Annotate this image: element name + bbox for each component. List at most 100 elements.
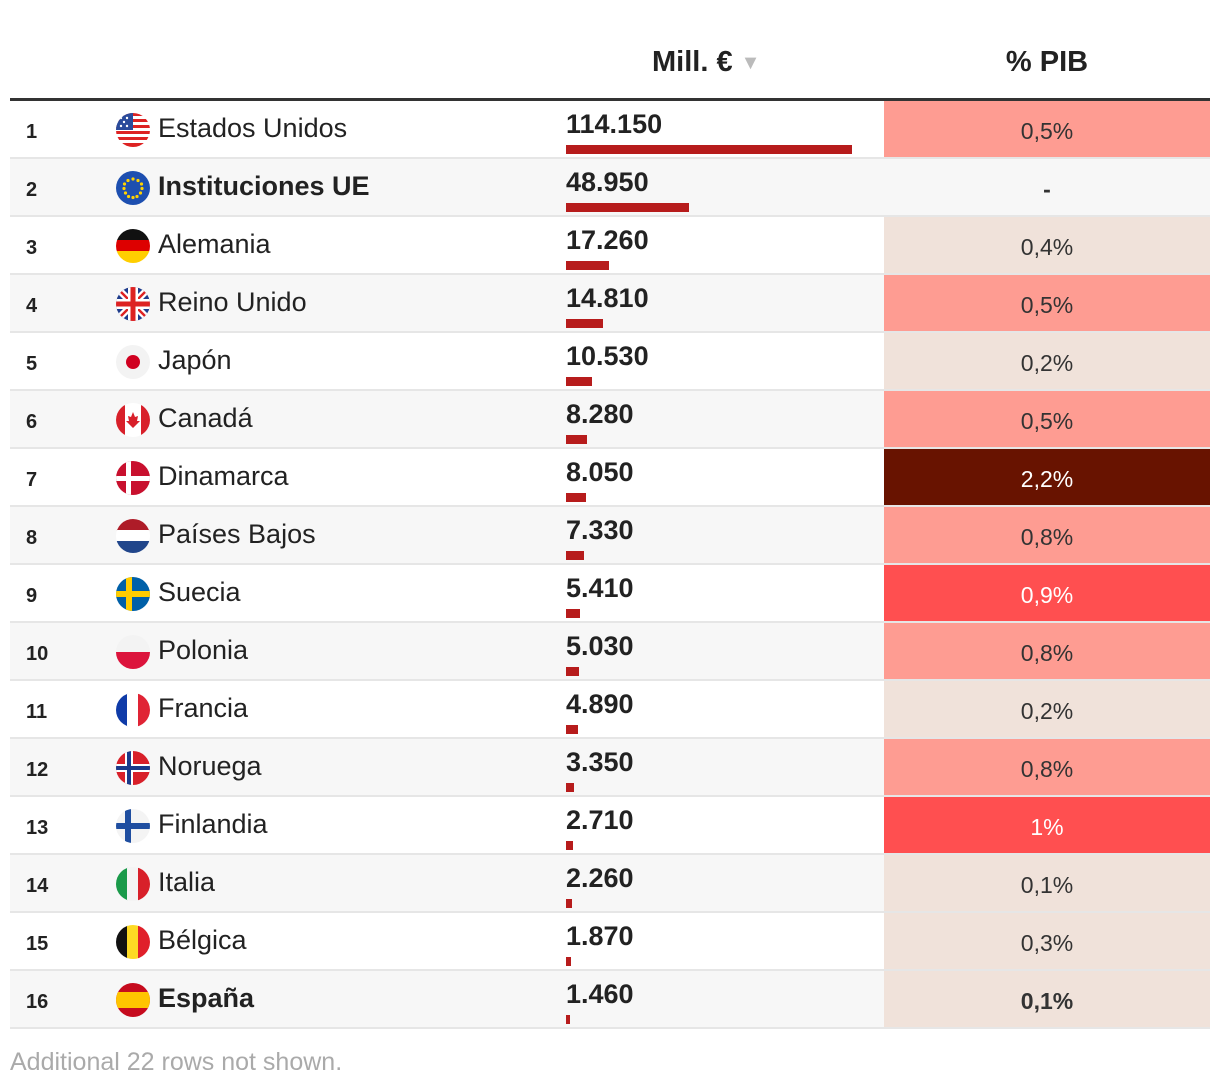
table-row: 14 Italia 2.260 0,1% <box>10 855 1210 913</box>
table-row: 11 Francia 4.890 0,2% <box>10 681 1210 739</box>
table-row: 9 Suecia 5.410 0,9% <box>10 565 1210 623</box>
de-flag-icon <box>116 229 150 263</box>
value-column-header[interactable]: Mill. € ▼ <box>652 46 760 79</box>
rank-label: 8 <box>26 527 38 549</box>
country-name: Canadá <box>158 403 253 433</box>
table-row: 2 Instituciones UE 48.950 - <box>10 159 1210 217</box>
gdp-cell: 0,8% <box>884 623 1210 679</box>
value-label: 1.460 <box>566 979 634 1009</box>
table-row: 16 España 1.460 0,1% <box>10 971 1210 1029</box>
rank-label: 15 <box>26 933 49 955</box>
country-name: Países Bajos <box>158 519 316 549</box>
fr-flag-icon <box>116 693 150 727</box>
country-name: Francia <box>158 693 249 723</box>
rank-label: 14 <box>26 875 49 897</box>
table-row: 15 Bélgica 1.870 0,3% <box>10 913 1210 971</box>
se-flag-icon <box>116 577 150 611</box>
table-row: 12 Noruega 3.350 0,8% <box>10 739 1210 797</box>
rank-label: 10 <box>26 643 49 665</box>
gdp-cell: 0,8% <box>884 507 1210 563</box>
value-bar <box>566 145 852 154</box>
value-label: 14.810 <box>566 283 649 313</box>
gdp-cell: 0,5% <box>884 101 1210 157</box>
table-row: 1 Estados Unidos 114.150 0,5% <box>10 101 1210 159</box>
value-bar <box>566 261 609 270</box>
value-label: 8.050 <box>566 457 634 487</box>
dk-flag-icon <box>116 461 150 495</box>
data-table: Mill. € ▼ % PIB 1 Estados Unidos 114.150 0,5… <box>10 30 1210 1029</box>
country-name: Bélgica <box>158 925 247 955</box>
sort-desc-icon[interactable]: ▼ <box>740 52 761 74</box>
eu-flag-icon <box>116 171 150 205</box>
rank-label: 5 <box>26 353 38 375</box>
value-bar <box>566 957 571 966</box>
country-name: Suecia <box>158 577 241 607</box>
value-label: 17.260 <box>566 225 649 255</box>
country-name: Dinamarca <box>158 461 289 491</box>
rows-not-shown-note: Additional 22 rows not shown. <box>10 1048 343 1076</box>
rank-label: 9 <box>26 585 38 607</box>
table-row: 8 Países Bajos 7.330 0,8% <box>10 507 1210 565</box>
value-label: 3.350 <box>566 747 634 777</box>
table-header: Mill. € ▼ % PIB <box>10 30 1210 101</box>
value-label: 2.260 <box>566 863 634 893</box>
rank-label: 16 <box>26 991 49 1013</box>
gdp-cell: 0,3% <box>884 913 1210 969</box>
gdp-cell: - <box>1043 176 1051 202</box>
value-bar <box>566 609 580 618</box>
gdp-cell: 0,1% <box>884 855 1210 911</box>
value-bar <box>566 841 573 850</box>
nl-flag-icon <box>116 519 150 553</box>
country-name: Polonia <box>158 635 249 665</box>
table-row: 10 Polonia 5.030 0,8% <box>10 623 1210 681</box>
table-row: 6 Canadá 8.280 0,5% <box>10 391 1210 449</box>
gdp-cell: 0,1% <box>884 971 1210 1027</box>
value-bar <box>566 493 586 502</box>
table-row: 4 Reino Unido 14.810 0,5% <box>10 275 1210 333</box>
table-body: 1 Estados Unidos 114.150 0,5% 2 Instituciones… <box>10 101 1210 1029</box>
gdp-cell: 0,2% <box>884 681 1210 737</box>
country-name: Alemania <box>158 229 271 259</box>
jp-flag-icon <box>116 345 150 379</box>
country-name: Italia <box>158 867 216 897</box>
rank-label: 1 <box>26 121 38 143</box>
value-label: 8.280 <box>566 399 634 429</box>
gdp-cell: 0,2% <box>884 333 1210 389</box>
rank-label: 6 <box>26 411 38 433</box>
value-bar <box>566 319 603 328</box>
country-name: Noruega <box>158 751 262 781</box>
gb-flag-icon <box>116 287 150 321</box>
table-row: 5 Japón 10.530 0,2% <box>10 333 1210 391</box>
value-label: 7.330 <box>566 515 634 545</box>
gdp-cell: 0,4% <box>884 217 1210 273</box>
table-row: 3 Alemania 17.260 0,4% <box>10 217 1210 275</box>
ca-flag-icon <box>116 403 150 437</box>
value-bar <box>566 1015 570 1024</box>
gdp-cell: 0,8% <box>884 739 1210 795</box>
country-name: Japón <box>158 345 232 375</box>
gdp-column-header[interactable]: % PIB <box>1005 46 1089 78</box>
country-name: Finlandia <box>158 809 268 839</box>
rank-label: 13 <box>26 817 49 839</box>
value-bar <box>566 377 592 386</box>
value-bar <box>566 667 579 676</box>
rank-label: 12 <box>26 759 49 781</box>
fi-flag-icon <box>116 809 150 843</box>
rank-label: 11 <box>26 701 48 723</box>
value-bar <box>566 435 587 444</box>
value-bar <box>566 203 689 212</box>
rank-label: 3 <box>26 237 38 259</box>
es-flag-icon <box>116 983 150 1017</box>
value-label: 5.030 <box>566 631 634 661</box>
gdp-cell: 0,9% <box>884 565 1210 621</box>
rank-label: 2 <box>26 179 38 201</box>
it-flag-icon <box>116 867 150 901</box>
country-name: Reino Unido <box>158 287 307 317</box>
country-name: Instituciones UE <box>158 171 370 201</box>
value-bar <box>566 783 574 792</box>
value-bar <box>566 725 578 734</box>
gdp-cell: 0,5% <box>884 275 1210 331</box>
rank-label: 4 <box>26 295 38 317</box>
value-label: 1.870 <box>566 921 634 951</box>
gdp-cell: 0,5% <box>884 391 1210 447</box>
